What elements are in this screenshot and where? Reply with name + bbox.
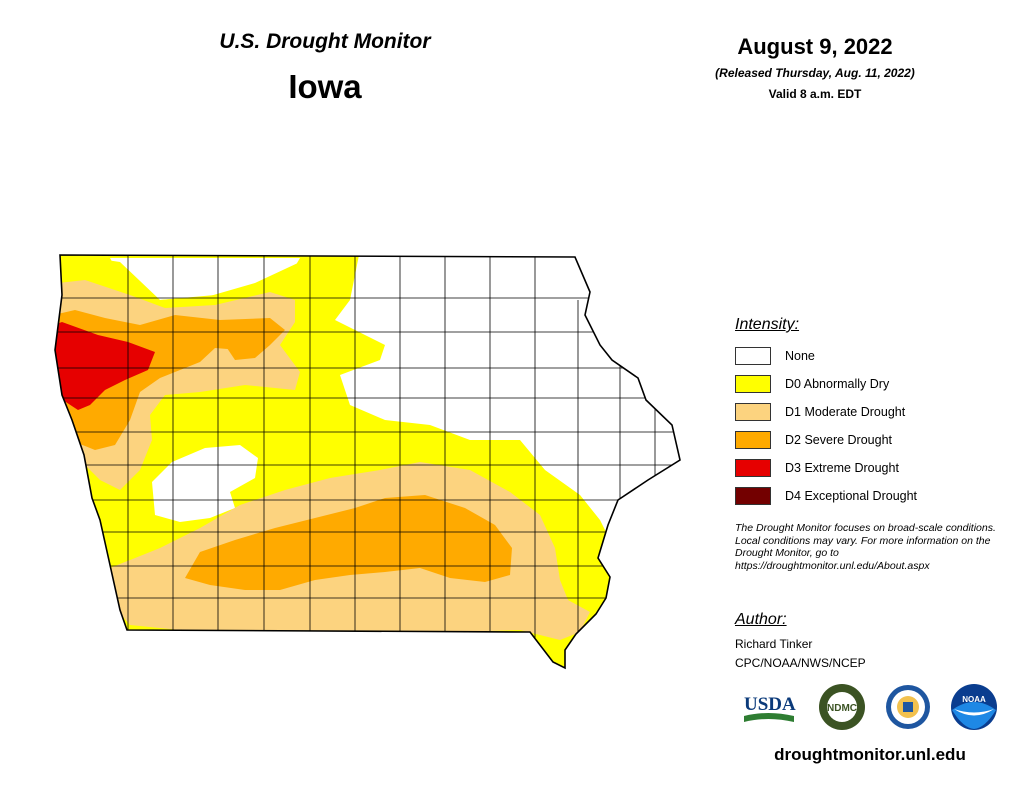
release-date: (Released Thursday, Aug. 11, 2022) xyxy=(715,66,915,80)
usda-logo: USDA xyxy=(744,694,796,722)
legend-label-none: None xyxy=(785,349,815,363)
website-link[interactable]: droughtmonitor.unl.edu xyxy=(774,745,966,764)
legend-label-d0: D0 Abnormally Dry xyxy=(785,377,890,391)
legend-label-d2: D2 Severe Drought xyxy=(785,433,893,447)
legend-item-d0: D0 Abnormally Dry xyxy=(735,370,1015,398)
legend-swatch-d0 xyxy=(735,375,771,393)
legend-item-d2: D2 Severe Drought xyxy=(735,426,1015,454)
iowa-outline xyxy=(54,254,681,670)
svg-text:NOAA: NOAA xyxy=(962,695,986,704)
legend-swatch-none xyxy=(735,347,771,365)
legend-item-d1: D1 Moderate Drought xyxy=(735,398,1015,426)
author-org: CPC/NOAA/NWS/NCEP xyxy=(735,656,866,670)
legend-swatch-d4 xyxy=(735,487,771,505)
d3-area xyxy=(55,322,155,410)
partner-logos: USDA NDMC NOAA xyxy=(744,684,997,730)
d2-area-north xyxy=(225,325,270,360)
author-heading: Author: xyxy=(735,611,787,628)
legend: Intensity: None D0 Abnormally Dry D1 Mod… xyxy=(735,316,1015,510)
county-lines xyxy=(55,255,680,640)
commerce-seal xyxy=(886,685,930,729)
author-name: Richard Tinker xyxy=(735,637,813,651)
legend-item-none: None xyxy=(735,342,1015,370)
legend-item-d3: D3 Extreme Drought xyxy=(735,454,1015,482)
map-date: August 9, 2022 xyxy=(737,34,893,59)
map-title: U.S. Drought Monitor xyxy=(219,30,431,53)
none-area-north xyxy=(110,258,300,300)
legend-label-d3: D3 Extreme Drought xyxy=(785,461,899,475)
legend-label-d4: D4 Exceptional Drought xyxy=(785,489,918,503)
svg-text:USDA: USDA xyxy=(744,694,796,715)
drought-areas xyxy=(55,255,680,668)
ndmc-logo: NDMC xyxy=(819,684,865,730)
noaa-logo: NOAA xyxy=(951,684,997,730)
legend-swatch-d1 xyxy=(735,403,771,421)
legend-swatch-d3 xyxy=(735,459,771,477)
drought-monitor-note: The Drought Monitor focuses on broad-sca… xyxy=(735,522,996,572)
none-area-pocket xyxy=(152,445,258,522)
legend-title: Intensity: xyxy=(735,316,800,333)
svg-text:NDMC: NDMC xyxy=(827,703,857,714)
state-name: Iowa xyxy=(288,68,362,105)
legend-swatch-d2 xyxy=(735,431,771,449)
legend-label-d1: D1 Moderate Drought xyxy=(785,405,906,419)
valid-time: Valid 8 a.m. EDT xyxy=(768,87,862,101)
legend-item-d4: D4 Exceptional Drought xyxy=(735,482,1015,510)
